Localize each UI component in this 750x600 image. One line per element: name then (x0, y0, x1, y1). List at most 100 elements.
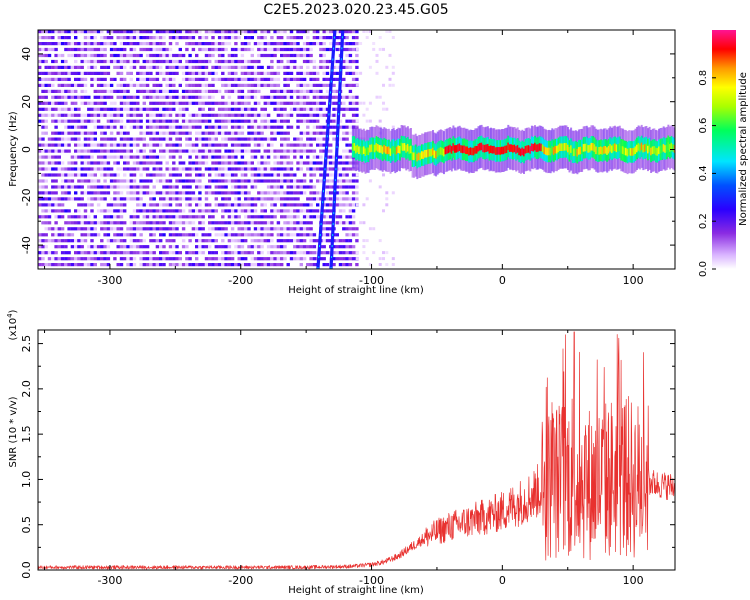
heatmap-cell (168, 215, 173, 219)
heatmap-cell (41, 125, 45, 129)
heatmap-cell (142, 203, 146, 207)
heatmap-cell (348, 119, 353, 123)
heatmap-cell (142, 167, 146, 171)
heatmap-cell (335, 245, 339, 249)
heatmap-cell (201, 101, 205, 105)
heatmap-cell (316, 83, 320, 87)
heatmap-cell (325, 89, 330, 93)
heatmap-cell (162, 221, 166, 225)
heatmap-cell (145, 143, 150, 147)
heatmap-cell (283, 77, 287, 81)
heatmap-cell (67, 107, 71, 111)
heatmap-cell (67, 173, 71, 177)
heatmap-cell (312, 209, 317, 213)
heatmap-cell (70, 221, 75, 225)
heatmap-cell (155, 113, 160, 117)
heatmap-cell (195, 131, 199, 135)
heatmap-cell (224, 47, 228, 52)
heatmap-cell (293, 173, 297, 177)
heatmap-cell (293, 101, 297, 105)
heatmap-cell (38, 263, 42, 267)
heatmap-cell (217, 131, 222, 135)
heatmap-cell (316, 143, 320, 147)
heatmap-cell (38, 161, 42, 165)
carrier-core (380, 145, 383, 153)
heatmap-cell (175, 113, 179, 117)
carrier-core (505, 145, 508, 153)
heatmap-cell (273, 179, 277, 183)
heatmap-cell (188, 36, 192, 40)
heatmap-cell (188, 143, 192, 147)
heatmap-cell (273, 89, 277, 93)
heatmap-cell (132, 251, 137, 255)
heatmap-cell (195, 257, 199, 261)
heatmap-cell (191, 167, 196, 171)
heatmap-cell (162, 251, 166, 255)
heatmap-cell (296, 65, 300, 69)
heatmap-cell (286, 59, 290, 64)
heatmap-cell (316, 155, 320, 159)
heatmap-cell (348, 179, 353, 183)
snr-y-label: SNR (10 * v/v) (8, 396, 19, 467)
heatmap-cell (87, 143, 91, 147)
heatmap-cell (44, 53, 48, 58)
heatmap-cell (217, 191, 222, 195)
heatmap-cell (60, 233, 65, 237)
heatmap-cell (64, 125, 68, 129)
heatmap-cell (224, 185, 228, 189)
heatmap-cell (129, 215, 133, 219)
heatmap-cell (299, 227, 303, 231)
heatmap-cell (54, 251, 58, 255)
heatmap-cell (38, 36, 42, 40)
heatmap-cell (237, 191, 241, 195)
heatmap-cell (253, 71, 258, 75)
heatmap-cell (57, 161, 61, 165)
heatmap-cell (260, 161, 264, 165)
heatmap-cell (155, 101, 160, 105)
heatmap-cell (74, 161, 78, 165)
heatmap-cell (162, 263, 166, 267)
heatmap-cell (283, 167, 287, 171)
heatmap-cell (338, 257, 343, 261)
heatmap-cell (51, 65, 55, 69)
heatmap-cell (172, 71, 176, 75)
heatmap-cell (208, 185, 212, 189)
heatmap-cell (103, 47, 107, 52)
heatmap-cell (286, 173, 290, 177)
heatmap-cell (159, 161, 163, 165)
heatmap-cell (132, 101, 137, 105)
carrier-core (658, 146, 660, 155)
heatmap-cell (276, 221, 281, 225)
heatmap-cell (103, 53, 107, 58)
heatmap-cell (253, 83, 258, 87)
heatmap-cell (316, 137, 320, 141)
heatmap-cell (234, 185, 238, 189)
heatmap-cell (149, 215, 153, 219)
heatmap-cell (165, 53, 169, 58)
heatmap-cell (132, 263, 137, 267)
heatmap-cell (67, 233, 71, 237)
heatmap-cell (257, 257, 261, 261)
carrier-core (543, 146, 546, 154)
heatmap-cell (312, 197, 317, 201)
heatmap-cell (41, 30, 45, 34)
heatmap-cell (168, 191, 173, 195)
heatmap-cell (132, 113, 137, 117)
heatmap-cell (136, 119, 140, 123)
heatmap-cell (325, 95, 330, 99)
heatmap-cell (224, 227, 228, 231)
heatmap-cell (302, 149, 307, 153)
heatmap-cell (325, 77, 330, 81)
heatmap-cell (244, 71, 248, 75)
carrier-core (537, 144, 540, 152)
heatmap-cell (273, 191, 277, 195)
heatmap-cell (126, 30, 130, 34)
heatmap-cell (113, 197, 117, 201)
heatmap-cell (329, 143, 333, 147)
heatmap-cell (195, 233, 199, 237)
heatmap-cell (139, 125, 143, 129)
heatmap-cell (227, 101, 232, 105)
heatmap-cell (116, 167, 120, 171)
heatmap-cell (80, 42, 84, 46)
heatmap-cell (302, 107, 307, 111)
